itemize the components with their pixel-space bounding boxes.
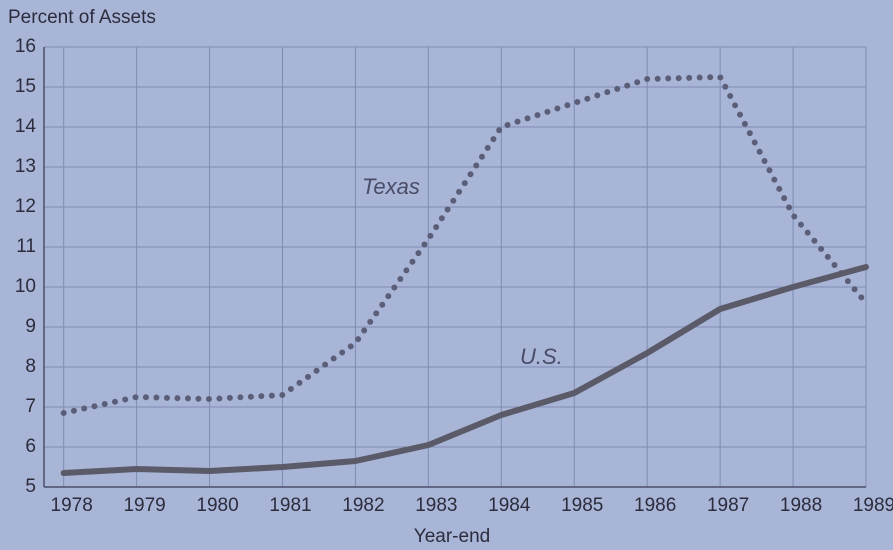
line-series xyxy=(60,74,869,416)
line-series xyxy=(60,264,869,476)
x-tick-label: 1981 xyxy=(269,495,311,516)
y-tick-label: 9 xyxy=(25,316,36,337)
y-tick-label: 15 xyxy=(15,76,36,97)
y-axis-label: Percent of Assets xyxy=(8,7,156,28)
y-tick-label: 14 xyxy=(15,116,37,137)
x-tick-label: 1982 xyxy=(342,495,384,516)
y-tick-label: 13 xyxy=(15,156,36,177)
series-annotation: U.S. xyxy=(520,344,563,369)
x-tick-label: 1978 xyxy=(51,495,93,516)
y-tick-label: 11 xyxy=(16,236,36,257)
x-tick-label: 1979 xyxy=(123,495,165,516)
y-tick-label: 7 xyxy=(25,396,36,417)
y-tick-label: 16 xyxy=(15,36,36,57)
x-tick-label: 1989 xyxy=(853,495,893,516)
series-annotation: Texas xyxy=(362,174,420,199)
y-tick-label: 10 xyxy=(15,276,36,297)
x-tick-label: 1987 xyxy=(707,495,749,516)
y-tick-label: 6 xyxy=(25,436,36,457)
x-tick-label: 1988 xyxy=(780,495,822,516)
x-axis-label: Year-end xyxy=(414,526,490,547)
x-tick-label: 1983 xyxy=(415,495,457,516)
x-tick-label: 1984 xyxy=(488,495,531,516)
y-tick-label: 8 xyxy=(25,356,36,377)
y-tick-label: 5 xyxy=(25,476,36,497)
y-tick-label: 12 xyxy=(15,196,36,217)
x-tick-label: 1980 xyxy=(196,495,238,516)
x-tick-label: 1985 xyxy=(561,495,603,516)
x-tick-label: 1986 xyxy=(634,495,676,516)
